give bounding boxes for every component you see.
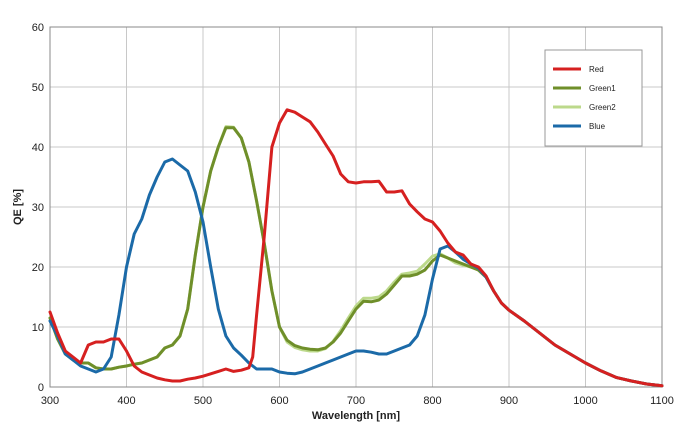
y-tick-label: 40 [32, 142, 44, 154]
y-tick-label: 0 [38, 382, 44, 394]
y-tick-labels: 0 10 20 30 40 50 60 [32, 22, 44, 394]
legend-label-green1: Green1 [589, 84, 616, 93]
x-tick-label: 600 [270, 395, 288, 407]
y-tick-label: 10 [32, 322, 44, 334]
y-tick-label: 60 [32, 22, 44, 34]
x-tick-label: 700 [347, 395, 365, 407]
y-tick-label: 50 [32, 82, 44, 94]
x-tick-label: 800 [423, 395, 441, 407]
legend-label-blue: Blue [589, 122, 606, 131]
legend-label-red: Red [589, 65, 604, 74]
y-tick-label: 30 [32, 202, 44, 214]
x-tick-label: 300 [41, 395, 59, 407]
series-layer [48, 108, 664, 388]
x-tick-label: 1100 [650, 395, 674, 407]
plot-frame [49, 26, 663, 388]
x-tick-labels: 300 400 500 600 700 800 900 1000 1100 [41, 395, 674, 407]
legend-box [544, 49, 643, 147]
x-axis-title: Wavelength [nm] [312, 410, 401, 422]
y-axis-title: QE [%] [12, 189, 24, 225]
legend-label-green2: Green2 [589, 103, 616, 112]
y-tick-label: 20 [32, 262, 44, 274]
x-tick-label: 400 [117, 395, 135, 407]
series-line-red [48, 108, 664, 388]
x-tick-label: 1000 [573, 395, 597, 407]
legend: Red Green1 Green2 Blue [544, 49, 643, 147]
x-tick-label: 500 [194, 395, 212, 407]
x-tick-label: 900 [500, 395, 518, 407]
grid [50, 27, 662, 387]
